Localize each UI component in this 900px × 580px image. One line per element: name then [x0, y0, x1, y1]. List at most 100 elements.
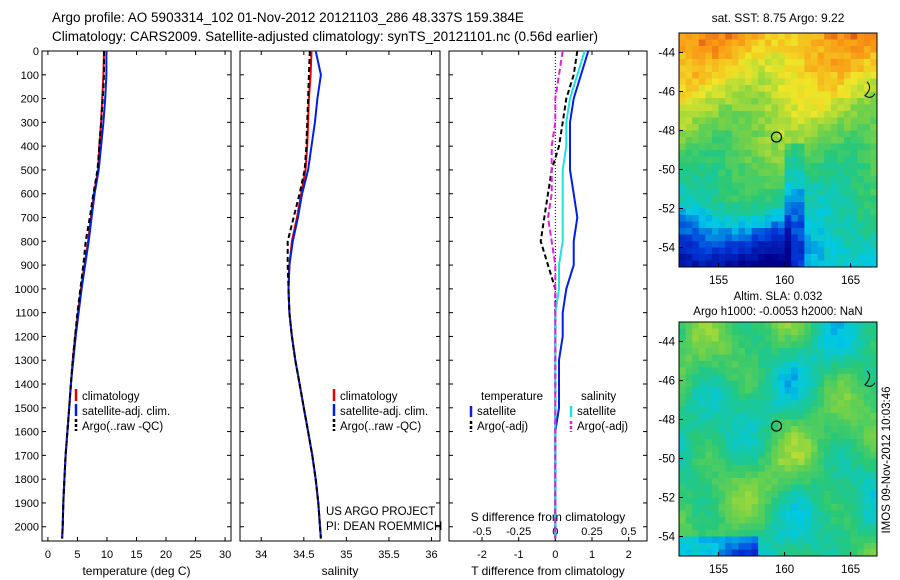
map-cell [745, 400, 753, 407]
map-cell [731, 380, 739, 388]
map-cell [705, 202, 713, 209]
map-cell [830, 33, 838, 40]
map-cell [778, 413, 786, 420]
map-cell [863, 98, 871, 105]
map-cell [797, 39, 805, 47]
map-cell [850, 406, 858, 414]
map-cell [692, 406, 700, 414]
map-cell [698, 367, 706, 375]
map-cell [837, 39, 845, 47]
map-cell [791, 52, 799, 60]
map-cell [830, 348, 838, 355]
map-cell [830, 380, 838, 388]
map-cell [731, 523, 739, 531]
map-cell [745, 221, 753, 229]
map-cell [698, 169, 706, 177]
map-cell [791, 419, 799, 427]
map-cell [698, 439, 706, 446]
map-cell [850, 215, 858, 222]
map-cell [725, 169, 733, 177]
map-cell [725, 471, 733, 479]
map-cell [857, 117, 865, 125]
map-cell [685, 465, 693, 472]
map-cell [804, 335, 812, 342]
map-cell [824, 341, 832, 349]
map-cell [778, 361, 786, 368]
map-cell [751, 72, 759, 79]
x-tick-label: 0 [552, 549, 558, 561]
map-cell [863, 322, 871, 329]
map-cell [705, 393, 713, 401]
map-cell [784, 65, 792, 73]
map-cell [725, 137, 733, 144]
map-cell [745, 104, 753, 112]
map-cell [784, 367, 792, 375]
map-cell [738, 543, 746, 550]
map-cell [863, 137, 871, 144]
map-cell [811, 374, 819, 381]
map-cell [804, 85, 812, 92]
map-cell [784, 234, 792, 242]
map-cell [764, 432, 772, 440]
map-cell [811, 445, 819, 453]
map-cell [725, 111, 733, 118]
map-cell [679, 202, 687, 209]
map-cell [712, 361, 720, 368]
map-cell [698, 504, 706, 511]
map-cell [751, 426, 759, 433]
map-cell [857, 104, 865, 112]
map-cell [698, 195, 706, 203]
map-cell [758, 328, 766, 336]
map-cell [731, 72, 739, 79]
legend-label: climatology [340, 391, 398, 403]
map-cell [870, 549, 878, 557]
map-cell [698, 39, 706, 47]
map-cell [784, 413, 792, 420]
map-cell [837, 367, 845, 375]
map-cell [778, 400, 786, 407]
map-cell [685, 234, 693, 242]
map-cell [738, 419, 746, 427]
map-cell [797, 549, 805, 557]
map-cell [857, 471, 865, 479]
map-cell [751, 52, 759, 60]
map-cell [718, 202, 726, 209]
map-cell [870, 202, 878, 209]
map-cell [863, 406, 871, 414]
map-cell [824, 445, 832, 453]
map-cell [764, 426, 772, 433]
map-cell [771, 130, 779, 138]
map-cell [698, 130, 706, 138]
map-cell [679, 98, 687, 105]
map-cell [857, 322, 865, 329]
map-cell [771, 478, 779, 485]
map-cell [863, 510, 871, 518]
map-cell [738, 182, 746, 190]
map-cell [738, 156, 746, 164]
map-cell [698, 221, 706, 229]
map-cell [685, 549, 693, 557]
map-cell [791, 549, 799, 557]
plot-frame-1 [41, 50, 232, 542]
map-cell [758, 33, 766, 40]
map-cell [850, 169, 858, 177]
map-cell [705, 195, 713, 203]
map-cell [830, 234, 838, 242]
map-cell [811, 406, 819, 414]
map-cell [804, 143, 812, 151]
depth-tick-label: 800 [21, 236, 39, 248]
map-cell [837, 491, 845, 498]
map-cell [745, 130, 753, 138]
map-cell [698, 452, 706, 459]
map-cell [698, 328, 706, 336]
map-cell [837, 517, 845, 524]
map-cell [797, 491, 805, 498]
map-cell [824, 130, 832, 138]
map-cell [804, 52, 812, 60]
map-cell [824, 517, 832, 524]
map-cell [751, 260, 759, 268]
map-cell [844, 523, 852, 531]
map-cell [857, 33, 865, 40]
map-cell [824, 348, 832, 355]
map-cell [778, 465, 786, 472]
